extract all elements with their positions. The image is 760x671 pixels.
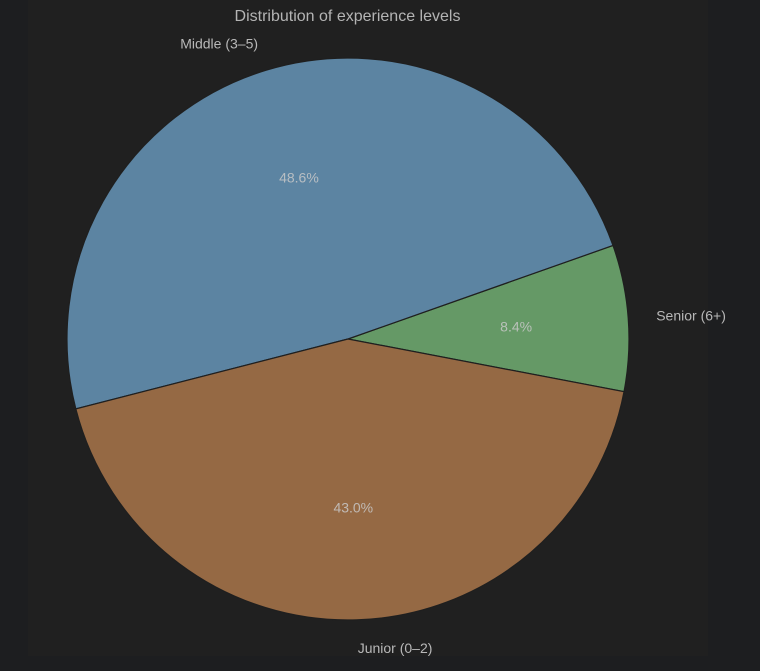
pie-slice-1: [66, 57, 614, 410]
slice-label-2: Junior (0–2): [358, 640, 433, 656]
pie-slice-0: [345, 244, 630, 393]
pie-slices: [66, 57, 630, 621]
slice-label-0: Senior (6+): [656, 308, 726, 324]
pie-slice-2: [75, 338, 625, 621]
slice-percent-1: 48.6%: [279, 170, 319, 186]
slice-percent-2: 43.0%: [333, 500, 373, 516]
slice-label-1: Middle (3–5): [180, 35, 258, 51]
pie-labels: Senior (6+) 8.4% Middle (3–5) 48.6% Junior (…: [180, 35, 726, 656]
slice-percent-0: 8.4%: [500, 318, 532, 334]
chart-title: Distribution of experience levels: [234, 8, 461, 25]
